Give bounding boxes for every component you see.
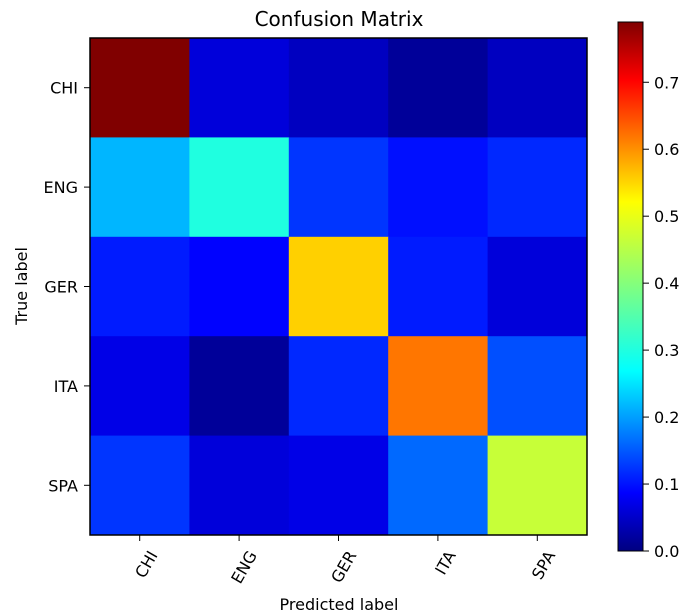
heatmap-cell-ita-spa	[487, 336, 588, 437]
heatmap-cell-chi-ger	[288, 38, 389, 138]
heatmap-cell-chi-chi	[90, 38, 190, 138]
heatmap-cell-eng-chi	[90, 137, 190, 238]
heatmap-cell-ita-ger	[288, 336, 389, 437]
colorbar-tick-label: 0.4	[654, 274, 679, 293]
colorbar-tick-label: 0.5	[654, 207, 679, 226]
x-tick-label: ITA	[431, 547, 460, 578]
heatmap-cell-ita-chi	[90, 336, 190, 437]
heatmap-cell-spa-spa	[487, 435, 588, 536]
x-tick-label: CHI	[131, 548, 161, 582]
heatmap-cell-ita-ita	[388, 336, 489, 437]
y-tick-label: SPA	[48, 476, 78, 495]
y-axis-label: True label	[12, 247, 31, 326]
y-tick-label: ENG	[44, 178, 78, 197]
y-tick-label: GER	[44, 278, 78, 297]
y-tick-label: ITA	[54, 377, 78, 396]
x-tick-label: GER	[327, 548, 360, 587]
heatmap-cell-ger-spa	[487, 236, 588, 337]
heatmap-cell-eng-spa	[487, 137, 588, 238]
heatmap-cell-spa-ger	[288, 435, 389, 536]
y-axis-ticks: CHI ENG GER ITA SPA	[44, 79, 90, 495]
heatmap-cell-ger-eng	[189, 236, 290, 337]
y-tick-label: CHI	[50, 79, 78, 98]
heatmap-cell-eng-ger	[288, 137, 389, 238]
colorbar-tick-label: 0.7	[654, 73, 679, 92]
x-axis-ticks: CHI ENG GER ITA SPA	[131, 535, 559, 587]
heatmap-cell-ger-chi	[90, 236, 190, 337]
heatmap-cell-chi-ita	[388, 38, 489, 138]
x-tick-label: ENG	[227, 548, 261, 587]
heatmap-cell-ita-eng	[189, 336, 290, 437]
colorbar-tick-label: 0.1	[654, 475, 679, 494]
heatmap-cell-spa-ita	[388, 435, 489, 536]
heatmap-cell-spa-eng	[189, 435, 290, 536]
heatmap-cell-eng-ita	[388, 137, 489, 238]
x-tick-label: SPA	[528, 547, 559, 582]
chart-title: Confusion Matrix	[255, 7, 424, 31]
colorbar	[617, 21, 644, 552]
colorbar-tick-label: 0.3	[654, 341, 679, 360]
heatmap-cells	[90, 38, 588, 536]
colorbar-tick-label: 0.0	[654, 542, 679, 561]
heatmap-cell-chi-spa	[487, 38, 588, 138]
heatmap-cell-chi-eng	[189, 38, 290, 138]
heatmap-cell-ger-ita	[388, 236, 489, 337]
colorbar-ticks: 0.0 0.1 0.2 0.3 0.4 0.5 0.6 0.7	[643, 73, 679, 561]
x-axis-label: Predicted label	[280, 595, 399, 614]
colorbar-tick-label: 0.6	[654, 140, 679, 159]
heatmap-cell-ger-ger	[288, 236, 389, 337]
colorbar-tick-label: 0.2	[654, 408, 679, 427]
heatmap-cell-spa-chi	[90, 435, 190, 536]
heatmap-cell-eng-eng	[189, 137, 290, 238]
